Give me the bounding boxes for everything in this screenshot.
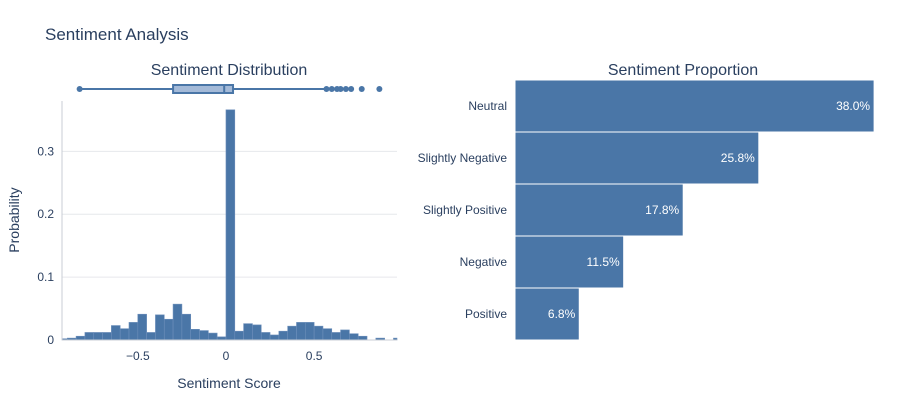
histogram-bar: [137, 313, 147, 341]
histogram-bar: [296, 322, 306, 341]
y-tick-label: 0.3: [37, 144, 54, 158]
histogram-bar: [234, 330, 244, 341]
proportion-bar: [514, 235, 625, 289]
histogram-bar: [199, 330, 209, 341]
histogram-bar: [287, 325, 297, 341]
histogram-bar: [349, 333, 359, 341]
histogram-y-axis-label: Probability: [6, 187, 22, 252]
histogram-bar: [163, 318, 174, 341]
bar-value-label: 25.8%: [721, 151, 755, 165]
whisker-end-point: [76, 86, 83, 92]
histogram-bar: [146, 332, 156, 341]
bar-value-label: 11.5%: [587, 255, 620, 269]
proportion-title: Sentiment Proportion: [608, 62, 758, 79]
histogram-bar: [172, 303, 183, 341]
histogram-x-axis-label: Sentiment Score: [177, 375, 281, 391]
x-tick-label: −0.5: [126, 349, 150, 363]
outlier-point: [328, 86, 335, 92]
histogram-bar: [269, 334, 280, 341]
bar-value-label: 38.0%: [836, 99, 870, 113]
proportion-bar: [514, 131, 760, 185]
category-label: Negative: [460, 255, 508, 269]
outlier-point: [348, 86, 355, 92]
histogram-bar: [225, 109, 236, 341]
histogram-axes: 0 0.1 0.2 0.3 −0.5 0 0.5: [37, 101, 397, 363]
histogram-bar: [322, 328, 333, 341]
proportion-bars: Neutral 38.0% Slightly Negative 25.8% Slight…: [418, 79, 875, 341]
histogram-bar: [340, 329, 350, 341]
y-tick-label: 0.1: [37, 270, 54, 284]
outlier-point: [337, 86, 344, 92]
x-tick-label: 0: [223, 349, 230, 363]
figure-title: Sentiment Analysis: [45, 25, 189, 44]
histogram-bar: [305, 322, 315, 341]
histogram-bar: [208, 332, 218, 341]
histogram-bar: [252, 324, 262, 341]
outlier-point: [342, 86, 349, 92]
histogram-bar: [128, 322, 139, 341]
histogram-bar: [155, 314, 165, 341]
histogram-bar: [111, 325, 121, 341]
category-label: Slightly Positive: [423, 203, 507, 217]
histogram-bar: [181, 313, 192, 341]
histogram-title: Sentiment Distribution: [151, 62, 308, 79]
bar-value-label: 6.8%: [548, 307, 576, 321]
histogram-bar: [357, 335, 368, 341]
histogram-bar: [75, 335, 86, 341]
box-iqr: [172, 84, 235, 94]
proportion-panel: Sentiment Proportion Neutral 38.0% Slightl…: [418, 62, 875, 341]
histogram-panel: Sentiment Distribution 0 0.1 0.2 0.3 −0.5 0 0.…: [6, 62, 398, 391]
histogram-bar: [93, 332, 103, 341]
x-tick-label: 0.5: [306, 349, 323, 363]
histogram-bar: [260, 332, 271, 341]
histogram-bar: [278, 330, 288, 341]
bar-value-label: 17.8%: [645, 203, 679, 217]
y-tick-label: 0.2: [37, 207, 54, 221]
proportion-bar: [514, 183, 684, 237]
histogram-bar: [102, 332, 112, 341]
histogram-bar: [84, 332, 95, 341]
marginal-boxplot: [76, 84, 383, 94]
outlier-point: [323, 86, 330, 92]
histogram-bar: [119, 328, 130, 341]
category-label: Slightly Negative: [418, 151, 508, 165]
proportion-bar: [514, 287, 580, 341]
y-tick-label: 0: [47, 333, 54, 347]
category-label: Neutral: [468, 99, 507, 113]
category-label: Positive: [465, 307, 507, 321]
outlier-point: [376, 86, 383, 92]
histogram-bar: [190, 329, 200, 341]
histogram-bar: [243, 323, 253, 341]
histogram-bar: [313, 325, 324, 341]
histogram-bar: [331, 332, 341, 341]
outlier-point: [358, 86, 365, 92]
proportion-bar: [514, 79, 875, 133]
